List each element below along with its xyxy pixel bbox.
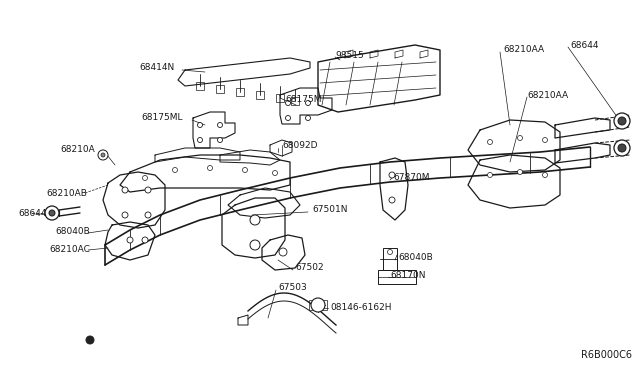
Circle shape	[389, 172, 395, 178]
Text: 68210AA: 68210AA	[527, 90, 568, 99]
Text: 68644: 68644	[570, 41, 598, 49]
Bar	[196, 82, 204, 90]
Circle shape	[173, 167, 177, 173]
Bar	[291, 97, 299, 105]
Circle shape	[250, 240, 260, 250]
Circle shape	[122, 187, 128, 193]
Circle shape	[49, 210, 55, 216]
Circle shape	[618, 144, 626, 152]
Circle shape	[145, 187, 151, 193]
Text: 68092D: 68092D	[282, 141, 317, 150]
Circle shape	[311, 298, 325, 312]
Circle shape	[243, 167, 248, 173]
Circle shape	[614, 140, 630, 156]
Circle shape	[488, 140, 493, 144]
Circle shape	[618, 117, 626, 125]
Circle shape	[518, 135, 522, 141]
Circle shape	[543, 138, 547, 142]
Bar	[216, 85, 224, 93]
Circle shape	[198, 122, 202, 128]
Circle shape	[127, 237, 133, 243]
Text: 68210AA: 68210AA	[503, 45, 544, 55]
Bar	[256, 92, 264, 99]
Circle shape	[305, 115, 310, 121]
Circle shape	[207, 166, 212, 170]
Bar	[236, 89, 244, 96]
Text: 68644: 68644	[19, 208, 47, 218]
Circle shape	[45, 206, 59, 220]
Text: 08146-6162H: 08146-6162H	[330, 304, 392, 312]
Circle shape	[389, 197, 395, 203]
Circle shape	[145, 212, 151, 218]
Text: 68040B: 68040B	[398, 253, 433, 263]
Circle shape	[543, 173, 547, 177]
Circle shape	[198, 138, 202, 142]
Circle shape	[387, 250, 392, 254]
Circle shape	[285, 100, 291, 106]
Circle shape	[86, 336, 94, 344]
Text: 68414N: 68414N	[140, 64, 175, 73]
Text: 67503: 67503	[278, 283, 307, 292]
Text: 67870M: 67870M	[393, 173, 429, 183]
Text: 68210A: 68210A	[60, 145, 95, 154]
Circle shape	[218, 122, 223, 128]
Circle shape	[142, 237, 148, 243]
Text: 67501N: 67501N	[312, 205, 348, 215]
Bar	[383, 248, 397, 270]
Circle shape	[518, 170, 522, 174]
Bar	[276, 94, 284, 102]
Bar	[378, 270, 416, 284]
Circle shape	[98, 150, 108, 160]
Circle shape	[305, 100, 310, 106]
Text: 68210AC: 68210AC	[49, 244, 90, 253]
Circle shape	[279, 248, 287, 256]
Circle shape	[122, 212, 128, 218]
Text: 68175M: 68175M	[285, 96, 321, 105]
Circle shape	[250, 215, 260, 225]
Circle shape	[285, 115, 291, 121]
Bar	[309, 300, 327, 310]
Text: R6B000C6: R6B000C6	[581, 350, 632, 360]
Circle shape	[273, 170, 278, 176]
Circle shape	[143, 176, 147, 180]
Circle shape	[614, 113, 630, 129]
Text: 98515: 98515	[335, 51, 364, 60]
Text: 68170N: 68170N	[390, 270, 426, 279]
Circle shape	[101, 153, 105, 157]
Circle shape	[488, 173, 493, 177]
Text: 68040B: 68040B	[55, 228, 90, 237]
Text: 68175ML: 68175ML	[141, 113, 183, 122]
Text: 68210AB: 68210AB	[46, 189, 87, 198]
Text: 67502: 67502	[295, 263, 324, 273]
Circle shape	[218, 138, 223, 142]
